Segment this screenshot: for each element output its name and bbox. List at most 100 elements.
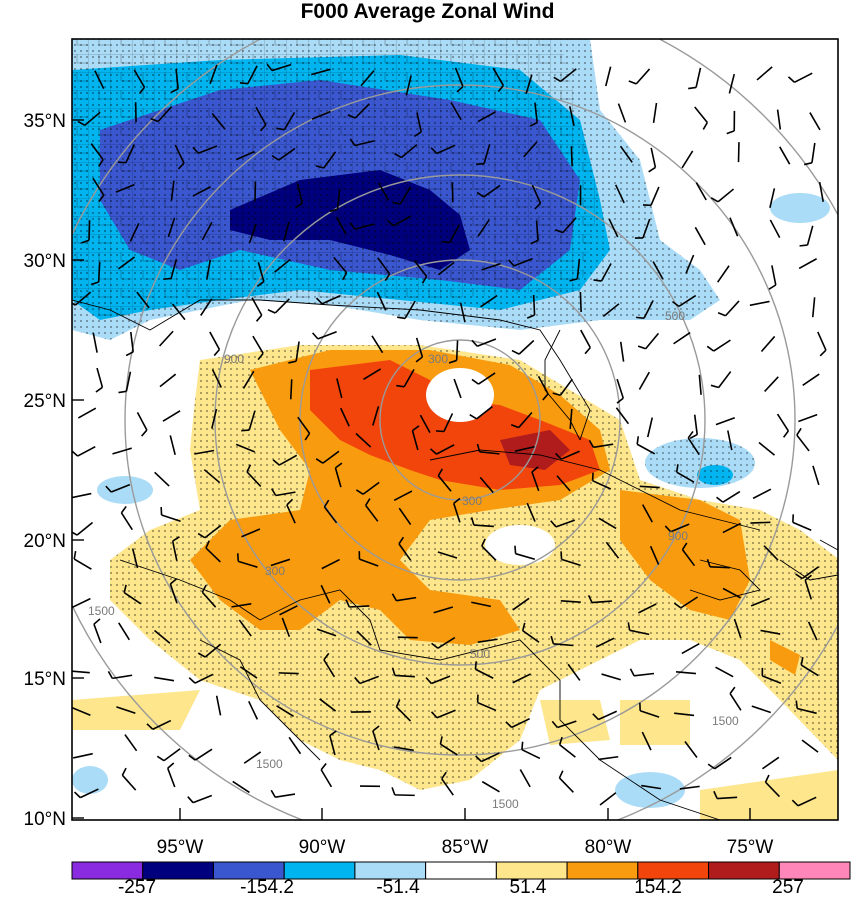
wind-barb: [526, 502, 536, 522]
wind-barb-flag: [795, 700, 799, 709]
wind-barb-flag: [414, 131, 422, 138]
wind-barb-flag: [197, 532, 206, 539]
wind-barb: [641, 731, 652, 751]
ring-label: 500: [665, 309, 685, 323]
wind-barb: [477, 111, 496, 123]
wind-barb: [531, 184, 542, 204]
ring-label: 1500: [712, 714, 739, 728]
wind-barb: [248, 223, 257, 244]
wind-barb: [598, 710, 618, 721]
wind-barb: [776, 413, 790, 432]
wind-barb-flag: [146, 723, 154, 730]
wind-barb: [649, 545, 660, 565]
wind-barb: [709, 566, 731, 569]
wind-barb: [481, 545, 497, 561]
wind-barb: [133, 69, 146, 88]
wind-barb-flag: [188, 677, 196, 684]
wind-barb: [276, 705, 294, 718]
wind-barb: [120, 512, 133, 531]
wind-barb: [722, 490, 741, 503]
lat-label: 15°N: [24, 669, 66, 690]
wind-barb: [680, 596, 699, 609]
wind-barb: [84, 111, 101, 126]
wind-barb: [518, 411, 533, 429]
wind-barb: [722, 522, 742, 534]
wind-barb-flag: [349, 222, 356, 230]
wind-barb: [492, 67, 505, 86]
wind-barb-flag: [72, 496, 73, 498]
lon-label: 85°W: [442, 837, 489, 858]
wind-barb: [437, 475, 452, 492]
wind-barb: [478, 372, 496, 385]
wind-barb: [321, 558, 340, 570]
wind-barb-flag: [706, 345, 715, 352]
wind-barb: [634, 672, 655, 677]
wind-barb: [684, 741, 698, 758]
wind-barb: [124, 734, 138, 752]
wind-barb-flag: [569, 278, 578, 282]
wind-barb: [698, 374, 702, 395]
wind-barb: [764, 781, 781, 798]
wind-barb: [535, 220, 539, 241]
wind-barb: [77, 407, 97, 419]
wind-barb: [241, 528, 261, 538]
wind-barb-flag: [246, 464, 252, 473]
wind-barb: [515, 552, 536, 561]
wind-barb: [437, 261, 455, 276]
wind-barb: [215, 695, 222, 716]
wind-barb: [728, 73, 736, 94]
wind-barb-flag: [787, 76, 795, 83]
wind-barb: [483, 144, 491, 164]
wind-barb: [192, 186, 211, 197]
wind-barb-flag: [558, 770, 564, 779]
wind-barb: [110, 483, 131, 493]
wind-barb: [93, 623, 102, 644]
wind-barb: [175, 68, 179, 89]
ring-label: 900: [224, 352, 244, 366]
wind-barb: [764, 376, 779, 393]
wind-barb: [560, 450, 580, 460]
range-ring-labels: 300 900 300 500 300 900 500 1500 1500 15…: [88, 309, 739, 811]
wind-barb: [779, 146, 791, 165]
wind-barb: [201, 591, 217, 608]
wind-barb: [615, 407, 630, 425]
wind-barb: [393, 215, 412, 227]
wind-barb: [112, 674, 133, 680]
wind-barb: [393, 490, 413, 501]
wind-barb: [792, 521, 812, 532]
wind-barb-flag: [192, 146, 199, 154]
colorbar-label: -257: [118, 877, 156, 898]
wind-barb-flag: [689, 433, 698, 439]
wind-barb: [639, 709, 660, 718]
wind-barb-flag: [95, 386, 103, 393]
wind-barb: [198, 145, 218, 154]
wind-barb-flag: [471, 339, 478, 347]
wind-barb-flag: [107, 671, 114, 679]
wind-barb: [365, 504, 379, 522]
lat-label: 25°N: [24, 391, 66, 412]
wind-barb-flag: [717, 312, 726, 317]
wind-barb: [681, 150, 694, 169]
wind-barb: [174, 144, 185, 164]
wind-barb-flag: [267, 309, 276, 314]
colorbar-swatch: [566, 861, 639, 880]
wind-barb: [329, 735, 336, 756]
wind-barb: [801, 739, 819, 753]
wind-barb: [399, 186, 412, 205]
map-title: F000 Average Zonal Wind: [300, 0, 555, 23]
wind-barb-flag: [311, 332, 319, 340]
wind-barb: [398, 543, 412, 561]
wind-barb: [599, 792, 617, 806]
wind-barb-flag: [117, 161, 126, 164]
wind-barb: [72, 706, 91, 717]
wind-barb: [762, 756, 780, 770]
wind-barb-flag: [141, 429, 148, 437]
wind-barb: [238, 560, 258, 568]
wind-barb-flag: [347, 114, 356, 119]
wind-barb-flag: [98, 159, 104, 167]
wind-barb: [713, 339, 731, 352]
wind-barb: [619, 145, 633, 163]
wind-barb: [363, 368, 382, 380]
wind-barb-flag: [710, 384, 719, 389]
wind-barb: [359, 675, 379, 685]
